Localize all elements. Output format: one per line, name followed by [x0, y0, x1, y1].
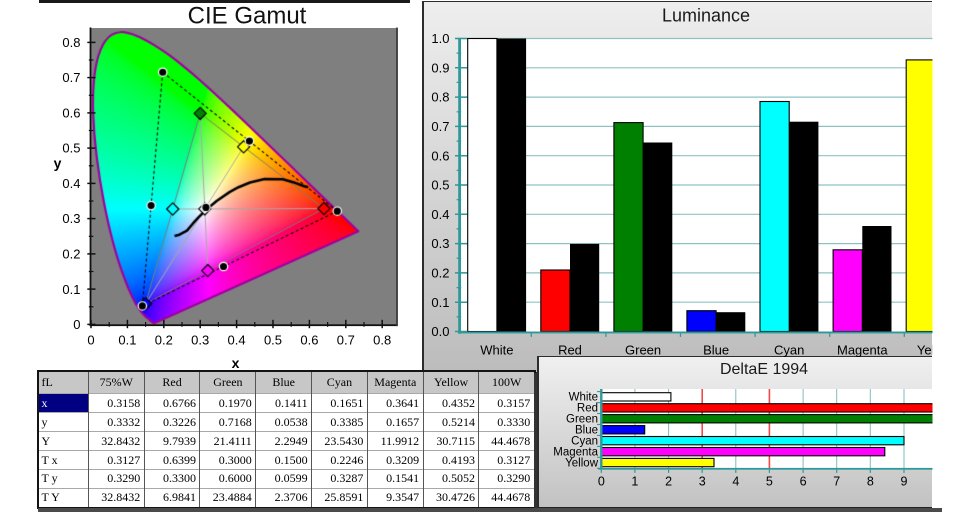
- svg-text:0.3: 0.3: [191, 333, 209, 348]
- svg-text:Luminance: Luminance: [662, 6, 750, 26]
- svg-text:Green: Green: [625, 343, 661, 358]
- svg-text:Magenta: Magenta: [837, 343, 888, 358]
- svg-text:0.7: 0.7: [337, 333, 355, 348]
- svg-text:0.7: 0.7: [431, 119, 449, 134]
- svg-text:Cyan: Cyan: [571, 435, 598, 447]
- svg-text:DeltaE 1994: DeltaE 1994: [720, 361, 808, 378]
- svg-text:0.8: 0.8: [373, 333, 391, 348]
- svg-text:5: 5: [766, 475, 773, 489]
- svg-text:Red: Red: [558, 343, 582, 358]
- svg-text:2: 2: [665, 475, 672, 489]
- svg-text:4: 4: [732, 475, 739, 489]
- svg-text:0.5: 0.5: [264, 333, 282, 348]
- svg-text:0.5: 0.5: [431, 178, 449, 193]
- svg-text:7: 7: [833, 475, 840, 489]
- svg-text:CIE Gamut: CIE Gamut: [188, 3, 307, 30]
- svg-text:Cyan: Cyan: [774, 343, 804, 358]
- svg-text:0.4: 0.4: [431, 207, 449, 222]
- svg-text:White: White: [480, 343, 513, 358]
- svg-text:9: 9: [901, 475, 908, 489]
- svg-text:0.1: 0.1: [62, 282, 80, 297]
- svg-text:0.1: 0.1: [431, 295, 449, 310]
- svg-text:Magenta: Magenta: [553, 446, 598, 458]
- svg-text:0.2: 0.2: [155, 333, 173, 348]
- svg-text:Red: Red: [577, 403, 598, 415]
- svg-text:0: 0: [87, 333, 94, 348]
- svg-text:1.0: 1.0: [431, 31, 449, 46]
- svg-text:0.2: 0.2: [431, 266, 449, 281]
- svg-text:0.4: 0.4: [62, 176, 80, 191]
- svg-text:8: 8: [867, 475, 874, 489]
- svg-text:0.3: 0.3: [431, 236, 449, 251]
- svg-text:Blue: Blue: [703, 343, 729, 358]
- svg-text:0.5: 0.5: [62, 141, 80, 156]
- svg-text:x: x: [232, 355, 240, 371]
- svg-text:0: 0: [598, 475, 605, 489]
- svg-text:0.8: 0.8: [62, 35, 80, 50]
- svg-text:Blue: Blue: [575, 425, 598, 437]
- svg-text:0.9: 0.9: [431, 60, 449, 75]
- svg-text:Yellow: Yellow: [917, 343, 955, 358]
- svg-text:y: y: [54, 155, 62, 171]
- svg-text:0.6: 0.6: [300, 333, 318, 348]
- svg-text:1: 1: [631, 475, 638, 489]
- svg-text:0.3: 0.3: [62, 211, 80, 226]
- svg-text:0.1: 0.1: [118, 333, 136, 348]
- svg-text:White: White: [569, 392, 598, 404]
- svg-text:0.0: 0.0: [431, 324, 449, 339]
- svg-text:Green: Green: [566, 414, 598, 426]
- svg-text:Yellow: Yellow: [565, 457, 599, 469]
- svg-text:0.7: 0.7: [62, 70, 80, 85]
- svg-text:0.6: 0.6: [62, 106, 80, 121]
- svg-text:0.4: 0.4: [228, 333, 246, 348]
- svg-text:0.2: 0.2: [62, 247, 80, 262]
- svg-text:0.6: 0.6: [431, 148, 449, 163]
- svg-text:0.8: 0.8: [431, 90, 449, 105]
- svg-text:6: 6: [800, 475, 807, 489]
- svg-text:0: 0: [73, 317, 80, 332]
- svg-text:3: 3: [699, 475, 706, 489]
